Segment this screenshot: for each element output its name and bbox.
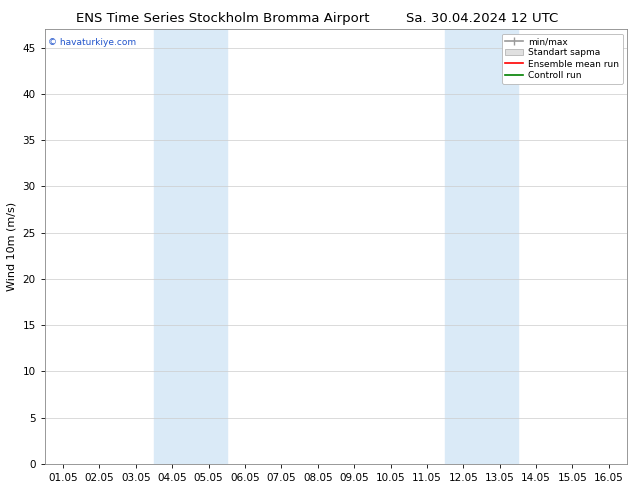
Text: ENS Time Series Stockholm Bromma Airport: ENS Time Series Stockholm Bromma Airport — [76, 12, 370, 25]
Y-axis label: Wind 10m (m/s): Wind 10m (m/s) — [7, 202, 17, 291]
Legend: min/max, Standart sapma, Ensemble mean run, Controll run: min/max, Standart sapma, Ensemble mean r… — [501, 33, 623, 83]
Bar — [154, 29, 227, 464]
Bar — [445, 29, 518, 464]
Text: Sa. 30.04.2024 12 UTC: Sa. 30.04.2024 12 UTC — [406, 12, 558, 25]
Text: © havaturkiye.com: © havaturkiye.com — [48, 38, 136, 47]
